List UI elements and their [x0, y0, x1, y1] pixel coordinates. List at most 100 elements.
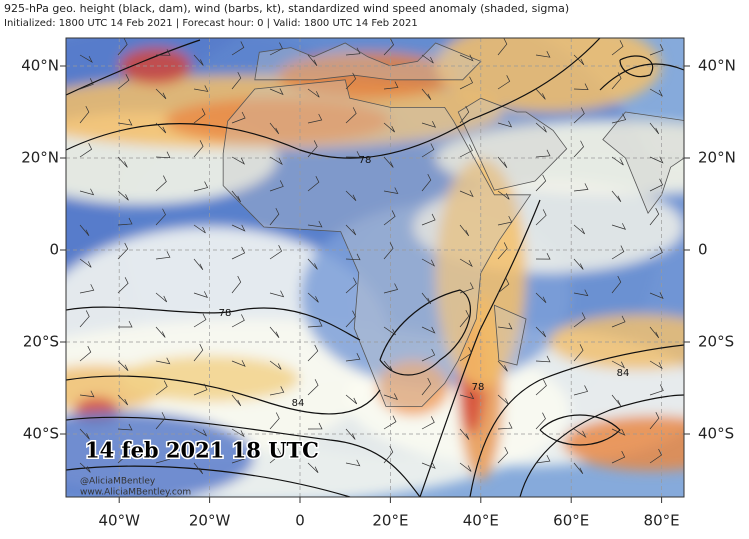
wind-barb: [231, 275, 242, 294]
wind-barb: [231, 156, 246, 165]
wind-barb: [155, 292, 168, 303]
wind-barb: [383, 156, 394, 168]
wind-barb: [421, 121, 437, 128]
wind-barb: [345, 151, 361, 158]
wind-barb: [155, 122, 167, 134]
wind-barb: [535, 355, 551, 363]
wind-barb: [193, 313, 207, 328]
wind-barb: [383, 283, 399, 294]
wind-barb: [79, 78, 94, 90]
shade-blob: [562, 415, 684, 471]
wind-barb: [269, 88, 284, 96]
wind-barb: [269, 180, 284, 192]
contour: [66, 38, 601, 159]
wind-barb: [573, 385, 589, 396]
height-contours: [66, 38, 684, 497]
shade-blob: [377, 360, 449, 416]
wind-barb: [231, 246, 246, 260]
shade-blob: [66, 411, 255, 497]
wind-barb: [231, 360, 246, 367]
wind-barb: [307, 88, 320, 98]
lat-label-left: 20°S: [23, 333, 59, 351]
wind-barb: [573, 289, 589, 297]
wind-barb: [383, 326, 396, 336]
wind-barb: [611, 428, 626, 436]
wind-barb: [307, 176, 320, 192]
wind-barb: [117, 394, 129, 406]
wind-barb: [497, 242, 508, 260]
wind-barb: [497, 394, 509, 405]
wind-barb: [535, 149, 551, 158]
wind-barb: [117, 190, 129, 201]
wind-barb: [345, 277, 357, 294]
wind-barb: [79, 284, 95, 294]
wind-barb: [231, 452, 246, 464]
wind-barb: [459, 346, 473, 362]
wind-barb: [79, 224, 90, 236]
wind-barb: [535, 209, 547, 226]
wind-barb: [231, 71, 242, 90]
wind-barb: [497, 120, 513, 128]
wind-barb: [649, 292, 664, 300]
wind-barb: [117, 320, 133, 328]
contour: [419, 199, 541, 497]
wind-barb: [497, 75, 511, 90]
lat-label-right: 20°N: [698, 149, 736, 167]
wind-barb: [79, 310, 90, 328]
wind-barb: [193, 383, 208, 396]
wind-barb: [345, 72, 357, 90]
wind-barb: [79, 428, 90, 440]
wind-barb: [117, 360, 129, 371]
shade-blob: [277, 52, 458, 99]
wind-barb: [535, 253, 551, 260]
wind-barb: [459, 144, 473, 158]
wind-barb: [611, 394, 622, 407]
wind-barbs: [79, 38, 664, 475]
wind-barb: [459, 76, 474, 90]
wind-barb: [421, 377, 432, 396]
shade-blob: [549, 314, 684, 370]
wind-barb: [345, 310, 356, 328]
wind-barb: [459, 54, 474, 62]
wind-barb: [611, 113, 627, 124]
wind-barb: [573, 344, 584, 362]
lat-label-left: 20°N: [21, 149, 59, 167]
wind-barb: [383, 38, 394, 56]
wind-barb: [155, 453, 171, 464]
map: 78 78 84 78 84: [66, 38, 684, 497]
title: 925-hPa geo. height (black, dam), wind (…: [4, 2, 569, 15]
lat-label-right: 20°S: [698, 333, 734, 351]
wind-barb: [649, 326, 660, 339]
wind-barb: [649, 360, 663, 370]
wind-barb: [269, 412, 280, 430]
wind-barb: [307, 422, 323, 430]
contour-label: 84: [292, 398, 305, 409]
wind-barb: [573, 428, 587, 438]
wind-barb: [611, 245, 625, 260]
wind-barb: [307, 379, 319, 396]
wind-barb: [611, 223, 627, 230]
wind-barb: [535, 412, 546, 430]
wind-barb: [383, 81, 399, 90]
wind-barb: [573, 83, 589, 90]
wind-barb: [649, 384, 664, 396]
shade-blob: [119, 355, 300, 402]
wind-barb: [573, 54, 585, 66]
wind-barb: [269, 156, 283, 166]
wind-barb: [79, 54, 93, 64]
wind-barb: [535, 174, 547, 192]
wind-barb: [497, 322, 513, 330]
wind-barb: [383, 122, 395, 133]
wind-barb: [155, 49, 171, 56]
wind-barb: [269, 386, 285, 396]
wind-barb: [155, 208, 166, 226]
wind-barb: [649, 207, 660, 226]
coastline: [493, 304, 527, 366]
wind-barb: [117, 423, 133, 431]
contour: [469, 344, 684, 497]
wind-barb: [193, 428, 208, 437]
wind-barb: [155, 412, 166, 430]
wind-barb: [345, 107, 357, 124]
wind-barb: [117, 118, 133, 126]
wind-barb: [421, 326, 436, 334]
